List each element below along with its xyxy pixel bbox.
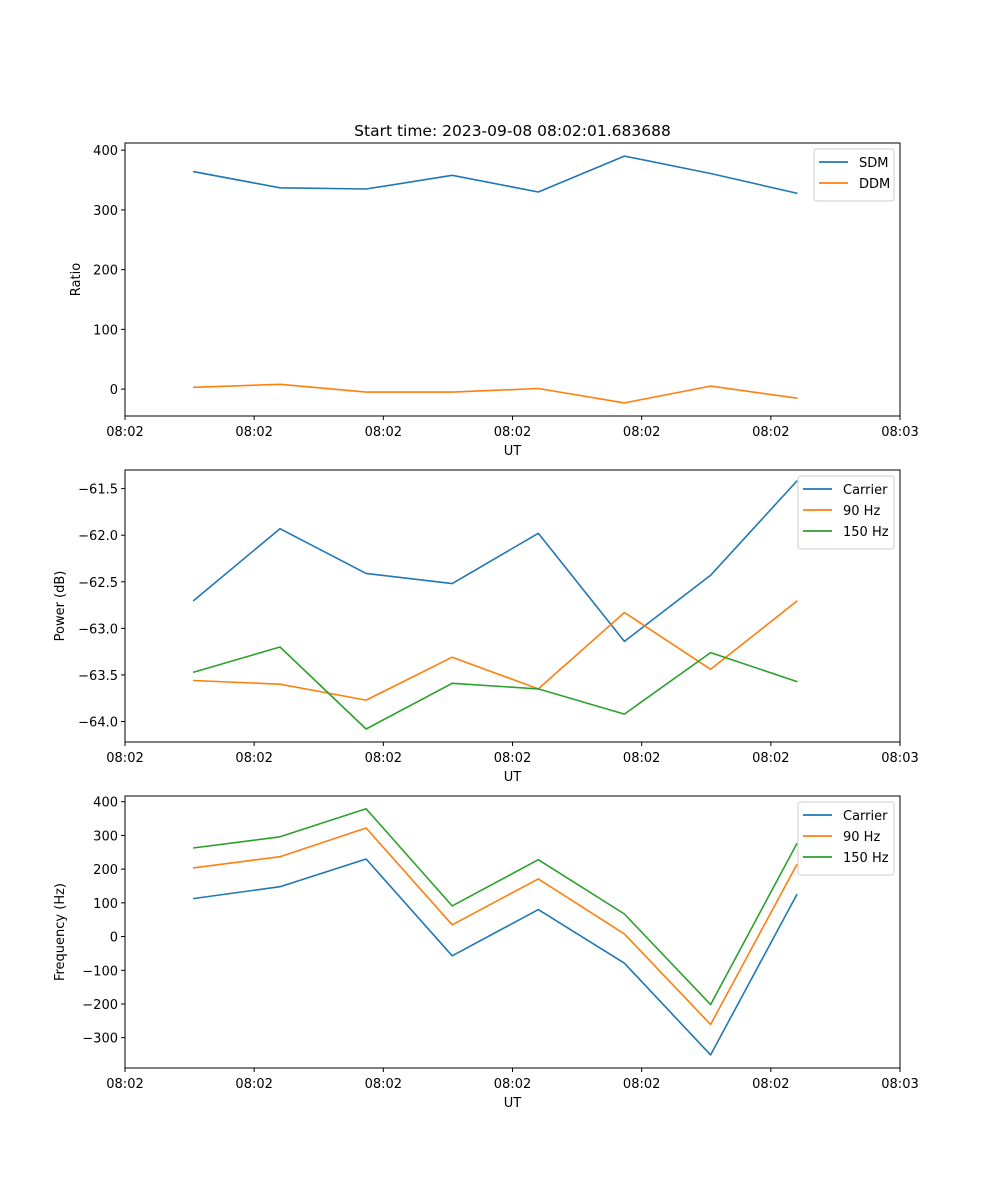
y-tick-label: −61.5 <box>78 483 118 498</box>
series-line-ddm <box>193 383 798 404</box>
y-tick-label: −200 <box>82 998 118 1013</box>
y-tick-label: 100 <box>93 323 118 338</box>
x-tick-label: 08:02 <box>106 751 143 766</box>
chart-title: Start time: 2023-09-08 08:02:01.683688 <box>354 122 671 140</box>
x-axis-label: UT <box>504 444 522 459</box>
x-tick-label: 08:02 <box>235 1077 272 1092</box>
x-tick-label: 08:02 <box>235 751 272 766</box>
panel-2: 08:02 08:02 08:02 08:02 08:02 08:02 08:03 −64.0… <box>53 469 919 785</box>
legend-label: DDM <box>859 177 890 192</box>
x-tick-label: 08:02 <box>106 425 143 440</box>
legend: Carrier 90 Hz 150 Hz <box>797 801 895 876</box>
y-tick-label: −62.0 <box>78 529 118 544</box>
y-tick-label: −300 <box>82 1032 118 1047</box>
x-tick-label: 08:02 <box>365 751 402 766</box>
x-axis-label: UT <box>504 770 522 785</box>
y-axis-label: Power (dB) <box>53 571 68 642</box>
y-tick-label: 100 <box>93 897 118 912</box>
x-tick-label: 08:02 <box>365 425 402 440</box>
y-tick-label: 200 <box>93 863 118 878</box>
x-tick-label: 08:02 <box>623 751 660 766</box>
series-line-carrier <box>192 480 798 643</box>
y-tick-label: −62.5 <box>78 576 118 591</box>
legend-label: 150 Hz <box>843 851 889 866</box>
y-tick-label: 400 <box>93 144 118 159</box>
x-tick-label: 08:02 <box>623 425 660 440</box>
y-tick-label: 0 <box>110 931 118 946</box>
y-tick-label: 300 <box>93 204 118 219</box>
y-tick-label: 0 <box>110 383 118 398</box>
legend-label: 90 Hz <box>843 830 880 845</box>
y-axis-label: Frequency (Hz) <box>53 883 68 981</box>
legend-label: 150 Hz <box>843 525 889 540</box>
y-tick-label: −63.0 <box>78 622 118 637</box>
series-line-90-hz <box>193 600 798 701</box>
x-tick-label: 08:02 <box>494 1077 531 1092</box>
x-tick-label: 08:03 <box>881 1077 918 1092</box>
y-tick-label: 200 <box>93 264 118 279</box>
series-line-150-hz <box>193 807 798 1006</box>
x-tick-label: 08:02 <box>752 751 789 766</box>
legend-label: Carrier <box>843 809 888 824</box>
x-tick-label: 08:02 <box>752 1077 789 1092</box>
legend-label: 90 Hz <box>843 504 880 519</box>
legend-label: SDM <box>859 156 888 171</box>
series-line-carrier <box>192 858 798 1056</box>
y-tick-label: −63.5 <box>78 669 118 684</box>
y-tick-label: −100 <box>82 964 118 979</box>
x-tick-label: 08:02 <box>235 425 272 440</box>
x-tick-label: 08:02 <box>365 1077 402 1092</box>
x-axis-label: UT <box>504 1096 522 1111</box>
x-tick-label: 08:02 <box>752 425 789 440</box>
legend-label: Carrier <box>843 483 888 498</box>
y-axis-label: Ratio <box>69 263 84 296</box>
series-line-sdm <box>192 155 798 195</box>
x-tick-label: 08:02 <box>494 425 531 440</box>
legend: SDM DDM <box>813 148 895 202</box>
x-tick-label: 08:03 <box>881 751 918 766</box>
series-line-150-hz <box>192 646 798 730</box>
y-tick-label: 300 <box>93 829 118 844</box>
x-tick-label: 08:02 <box>494 751 531 766</box>
y-tick-label: −64.0 <box>78 716 118 731</box>
x-tick-label: 08:03 <box>881 425 918 440</box>
panel-1: 08:02 08:02 08:02 08:02 08:02 08:02 08:03 0 100 2… <box>69 122 919 459</box>
y-tick-label: 400 <box>93 796 118 811</box>
panel-3: 08:02 08:02 08:02 08:02 08:02 08:02 08:03 −300 −… <box>53 795 919 1111</box>
series-line-90-hz <box>193 827 798 1026</box>
x-tick-label: 08:02 <box>106 1077 143 1092</box>
legend: Carrier 90 Hz 150 Hz <box>797 475 895 550</box>
x-tick-label: 08:02 <box>623 1077 660 1092</box>
